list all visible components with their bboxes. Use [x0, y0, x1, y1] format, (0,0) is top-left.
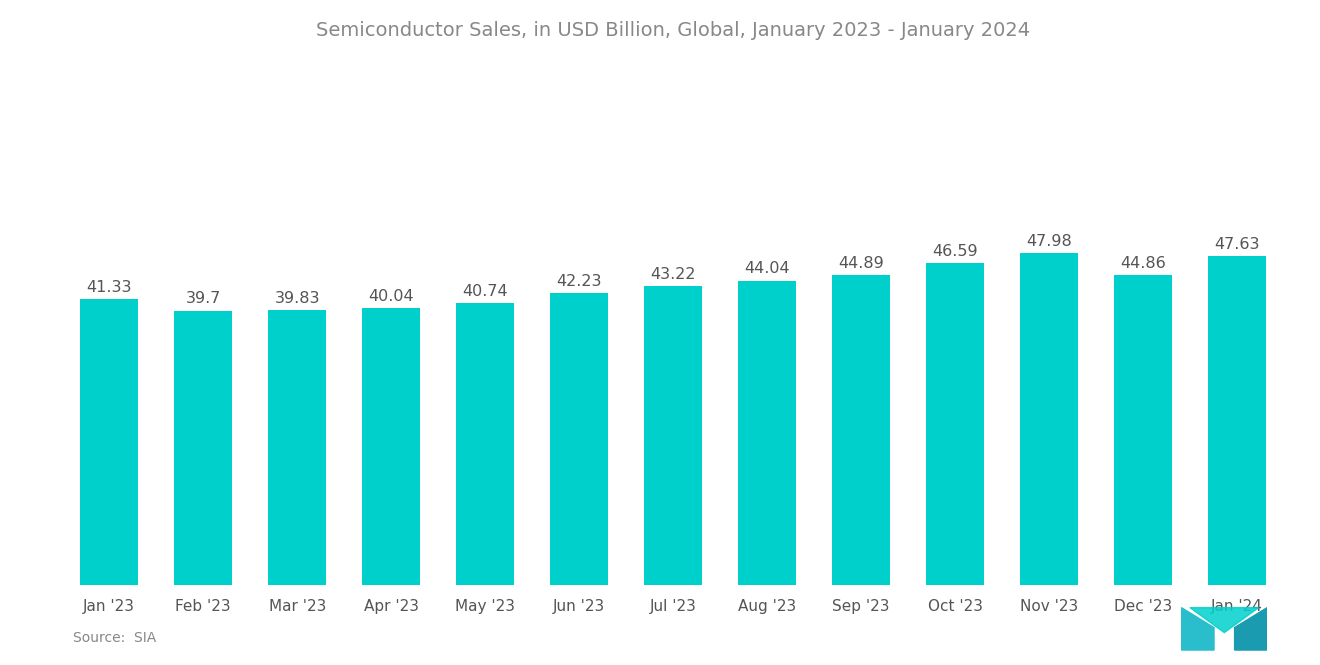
- Polygon shape: [1234, 608, 1267, 650]
- Text: 44.89: 44.89: [838, 255, 884, 271]
- Bar: [1208, 256, 1266, 585]
- Text: 44.04: 44.04: [744, 261, 789, 277]
- Polygon shape: [1181, 608, 1214, 650]
- Bar: [1114, 275, 1172, 585]
- Bar: [550, 293, 609, 585]
- Text: 46.59: 46.59: [932, 244, 978, 259]
- Text: 41.33: 41.33: [86, 280, 132, 295]
- Text: 44.86: 44.86: [1121, 256, 1166, 271]
- Bar: [268, 310, 326, 585]
- Text: 39.83: 39.83: [275, 291, 319, 306]
- Text: 47.98: 47.98: [1027, 234, 1072, 249]
- Bar: [644, 287, 702, 585]
- Bar: [927, 263, 985, 585]
- Text: 39.7: 39.7: [186, 291, 220, 307]
- Bar: [832, 275, 890, 585]
- Text: 40.74: 40.74: [462, 285, 508, 299]
- Bar: [1020, 253, 1078, 585]
- Bar: [362, 309, 420, 585]
- Bar: [81, 299, 139, 585]
- Bar: [457, 303, 515, 585]
- Polygon shape: [1191, 608, 1259, 632]
- Bar: [738, 281, 796, 585]
- Text: 42.23: 42.23: [557, 274, 602, 289]
- Text: 47.63: 47.63: [1214, 237, 1261, 251]
- Text: 40.04: 40.04: [368, 289, 414, 304]
- Bar: [174, 311, 232, 585]
- Title: Semiconductor Sales, in USD Billion, Global, January 2023 - January 2024: Semiconductor Sales, in USD Billion, Glo…: [315, 21, 1031, 40]
- Text: Source:  SIA: Source: SIA: [73, 631, 156, 645]
- Text: 43.22: 43.22: [651, 267, 696, 282]
